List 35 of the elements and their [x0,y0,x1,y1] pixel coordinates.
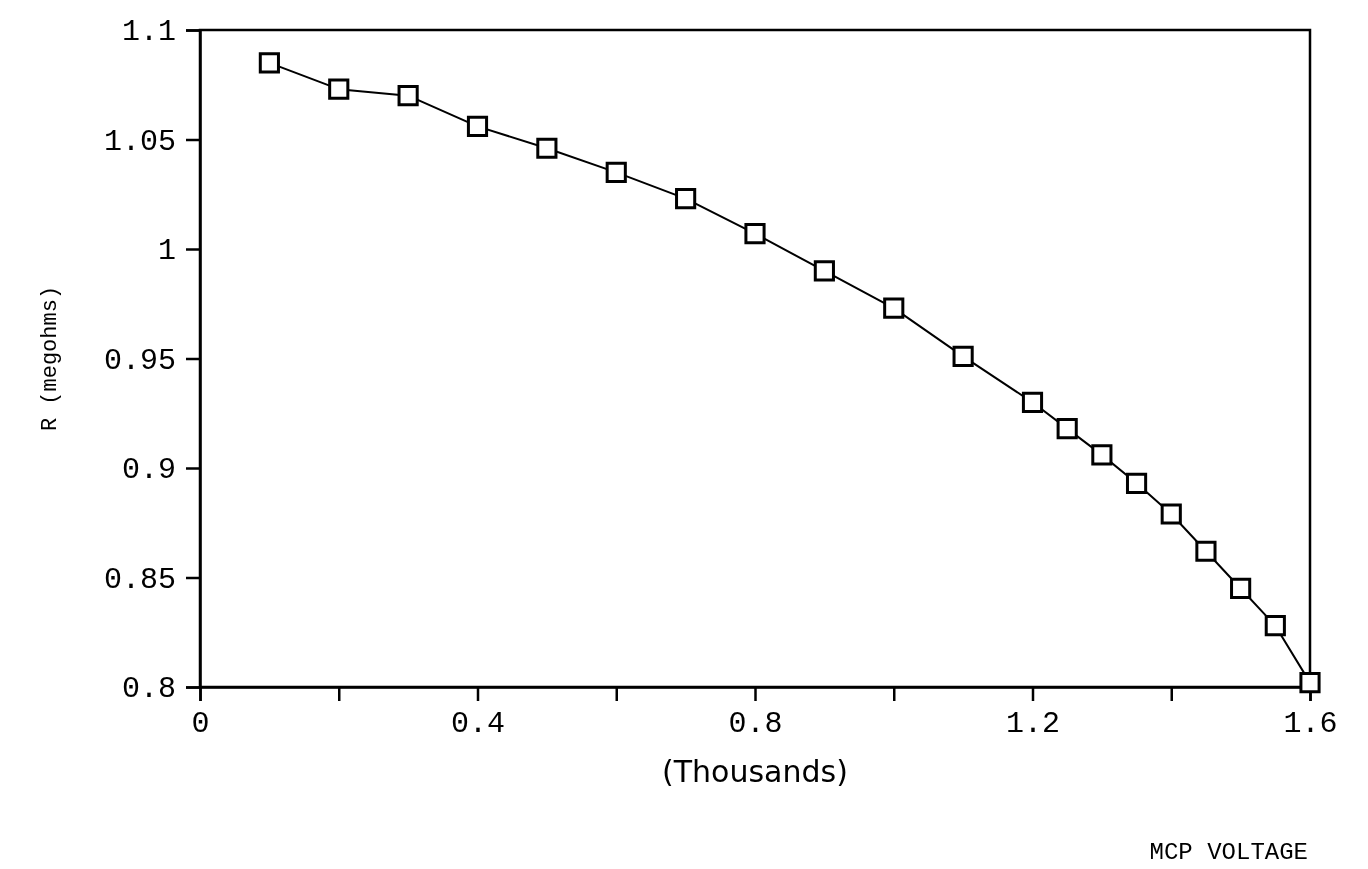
point [675,188,697,210]
x-tick-label: 0.8 [728,707,783,742]
y-tick-label: 1.1 [121,15,176,50]
x-tick-label: 0.4 [450,707,506,742]
x-tick-label: 1.2 [1005,707,1061,742]
point [744,223,766,245]
point [1021,391,1044,413]
y-tick-label: 1 [157,234,176,269]
point [1195,540,1217,562]
point [1056,418,1078,440]
point [328,78,350,100]
point [258,52,280,74]
point [1091,444,1113,466]
point [1299,672,1321,694]
point [813,260,835,282]
point [1125,472,1148,494]
point [605,161,627,183]
point [536,137,558,159]
x-tick-label: 0 [191,707,210,742]
point [952,345,974,367]
y-tick-label: 0.85 [103,562,176,597]
point [1160,503,1182,525]
x-tick-label: 1.6 [1283,707,1338,742]
point [1230,577,1252,600]
point [883,297,905,319]
y-axis-title: R (megohms) [37,285,63,432]
point [466,115,489,137]
x-axis-title: MCP VOLTAGE [1149,839,1308,866]
y-tick-label: 0.8 [121,672,176,707]
y-tick-label: 1.05 [103,124,176,159]
point [1264,615,1286,637]
point [397,85,419,107]
text: (Thousands) [662,754,848,789]
y-tick-label: 0.95 [103,343,176,378]
y-tick-label: 0.9 [121,453,176,488]
